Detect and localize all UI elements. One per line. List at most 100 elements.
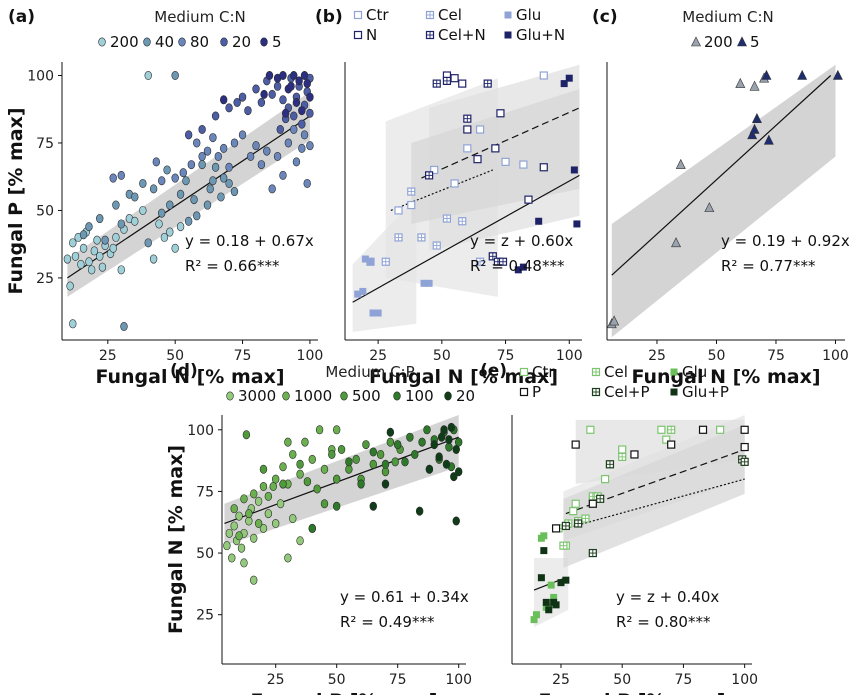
data-point: [273, 151, 282, 161]
data-point: [279, 70, 287, 80]
data-point: [85, 222, 93, 232]
legend-label: P: [532, 383, 541, 401]
legend-label: 20: [456, 387, 475, 405]
data-point: [539, 71, 548, 80]
data-point: [571, 499, 580, 508]
data-point: [298, 143, 306, 153]
data-point: [519, 263, 527, 271]
legend-label: 80: [190, 33, 209, 51]
legend-label: Glu: [682, 363, 707, 381]
data-point: [328, 449, 336, 459]
data-point: [306, 108, 314, 118]
x-tick-label: 100: [556, 348, 583, 364]
data-point: [109, 173, 117, 183]
panel-e: 25 50 75 100 Fungal P [% max] Ctr Cel Glu P Cel+P…: [480, 361, 758, 695]
data-point: [657, 425, 666, 434]
data-point: [246, 151, 255, 161]
data-point: [417, 233, 426, 242]
data-point: [740, 442, 749, 452]
data-point: [166, 200, 174, 210]
data-point: [298, 119, 306, 129]
data-point: [313, 484, 321, 494]
data-point: [496, 109, 505, 118]
legend-label: 3000: [238, 387, 276, 405]
x-tick-label: 50: [708, 348, 726, 364]
data-point: [187, 160, 196, 170]
legend: Ctr Cel Glu P Cel+P Glu+P: [519, 363, 729, 401]
legend-label: Ctr: [532, 363, 555, 381]
legend-marker: [519, 367, 529, 377]
data-point: [235, 511, 243, 521]
legend-label: 500: [352, 387, 381, 405]
data-point: [675, 158, 686, 169]
data-point: [289, 514, 297, 524]
data-point: [240, 494, 248, 504]
data-point: [198, 124, 206, 134]
x-tick-label: 100: [731, 672, 758, 688]
legend-marker: [282, 391, 290, 401]
x-tick-label: 25: [99, 348, 117, 364]
data-point: [279, 479, 287, 489]
data-point: [574, 519, 583, 528]
legend-marker: [504, 11, 512, 19]
data-point: [85, 257, 93, 267]
data-point: [230, 138, 239, 148]
r-squared: R² = 0.66***: [185, 257, 280, 275]
legend-label: 20: [232, 33, 251, 51]
data-point: [265, 70, 274, 80]
x-tick-label: 50: [433, 348, 451, 364]
data-point: [540, 532, 548, 540]
legend-label: 1000: [294, 387, 332, 405]
data-point: [276, 499, 285, 509]
data-point: [139, 205, 147, 215]
data-point: [547, 581, 555, 589]
data-point: [588, 499, 597, 508]
data-point: [93, 235, 101, 245]
legend-label: 200: [704, 33, 733, 51]
data-point: [295, 76, 303, 86]
legend-label: Glu+P: [682, 383, 729, 401]
data-point: [751, 113, 762, 123]
data-point: [209, 176, 217, 186]
data-point: [276, 124, 284, 134]
data-point: [345, 457, 353, 467]
data-point: [458, 79, 467, 88]
data-point: [225, 103, 233, 113]
data-point: [300, 130, 309, 140]
data-point: [447, 422, 456, 432]
data-point: [315, 425, 324, 435]
data-point: [530, 616, 538, 624]
data-point: [357, 479, 365, 489]
data-point: [573, 220, 581, 228]
data-point: [519, 160, 528, 169]
data-point: [225, 162, 233, 172]
data-point: [259, 523, 268, 533]
data-point: [432, 79, 441, 88]
data-point: [381, 459, 390, 469]
data-point: [586, 425, 595, 434]
legend-title: Medium C:P: [325, 363, 414, 381]
regression-equation: y = 0.19 + 0.92x: [721, 232, 850, 250]
data-point: [257, 160, 266, 170]
data-point: [131, 192, 139, 202]
data-point: [430, 165, 439, 175]
data-point: [198, 160, 206, 170]
data-point: [281, 108, 290, 118]
data-point: [337, 445, 346, 455]
data-point: [452, 445, 460, 455]
data-point: [155, 219, 163, 229]
y-tick-label: 75: [36, 136, 54, 152]
data-point: [238, 92, 247, 102]
data-point: [501, 157, 510, 166]
data-point: [211, 162, 220, 172]
regression-equation: y = 0.18 + 0.67x: [185, 232, 314, 250]
data-point: [565, 74, 573, 82]
data-point: [545, 606, 553, 614]
legend-label: Cel+N: [438, 26, 486, 44]
legend-title: Medium C:N: [682, 8, 774, 26]
confidence-band: [411, 88, 580, 224]
y-tick-label: 25: [196, 608, 214, 624]
data-point: [704, 202, 715, 213]
x-tick-label: 75: [234, 348, 252, 364]
data-point: [139, 178, 147, 188]
